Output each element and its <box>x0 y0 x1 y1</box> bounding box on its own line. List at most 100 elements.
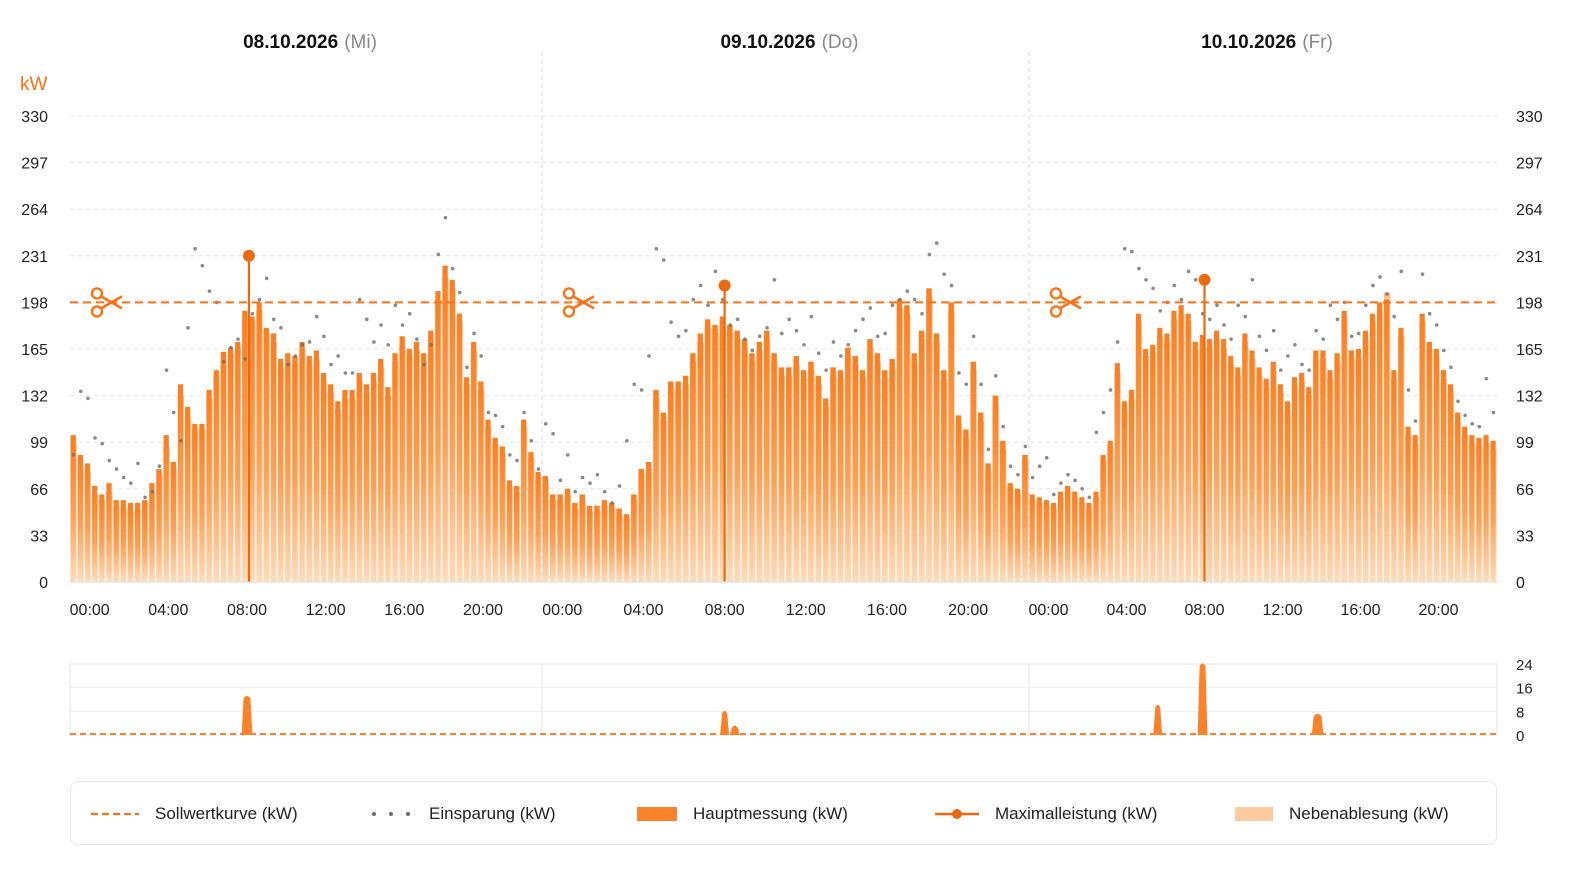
einsparung-point <box>772 278 777 282</box>
einsparung-point <box>429 342 433 347</box>
y-tick-label-left: 231 <box>21 249 48 266</box>
hauptmessung-bar <box>285 353 291 582</box>
day-weekday: (Do) <box>822 32 859 53</box>
hauptmessung-series <box>70 265 1496 582</box>
hauptmessung-bar <box>727 324 733 582</box>
einsparung-point <box>691 297 696 302</box>
legend-item-maximalleistung[interactable]: Maximalleistung (kW) <box>935 782 1157 846</box>
einsparung-point <box>1427 311 1432 316</box>
einsparung-point <box>314 314 319 319</box>
hauptmessung-bar <box>513 485 520 582</box>
hauptmessung-bar <box>712 324 718 582</box>
y-tick-label-right: 0 <box>1516 575 1525 592</box>
x-tick-label: 00:00 <box>1028 602 1068 619</box>
einsparung-point <box>293 354 298 358</box>
einsparung-point <box>1080 487 1084 491</box>
legend-item-sollwertkurve[interactable]: Sollwertkurve (kW) <box>91 782 298 846</box>
hauptmessung-bar <box>977 412 984 582</box>
day-weekday: (Mi) <box>344 32 377 53</box>
line-with-dot-icon <box>935 809 979 819</box>
einsparung-point <box>809 314 814 319</box>
einsparung-point <box>1335 317 1340 322</box>
hauptmessung-bar <box>749 353 755 582</box>
hauptmessung-bar <box>1469 435 1475 582</box>
einsparung-point <box>479 354 484 358</box>
einsparung-point <box>415 337 419 341</box>
hauptmessung-bar <box>1029 494 1035 582</box>
einsparung-point <box>1491 410 1496 415</box>
x-tick-label: 16:00 <box>1340 602 1380 619</box>
hauptmessung-bar <box>363 384 370 582</box>
hauptmessung-bar <box>356 373 362 582</box>
hauptmessung-bar <box>1164 333 1170 582</box>
einsparung-point <box>1300 362 1304 367</box>
hauptmessung-bar <box>1221 339 1227 582</box>
hauptmessung-bar <box>904 305 910 582</box>
legend-item-nebenablesung[interactable]: Nebenablesung (kW) <box>1235 782 1449 846</box>
day-date: 08.10.2026 <box>243 32 338 53</box>
einsparung-point <box>1328 303 1333 308</box>
einsparung-point <box>1456 399 1460 404</box>
legend: Sollwertkurve (kW) Einsparung (kW) Haupt… <box>70 781 1497 845</box>
einsparung-point <box>617 484 622 488</box>
unit-label: kW <box>20 74 48 95</box>
einsparung-point <box>1406 388 1411 392</box>
einsparung-point <box>457 290 462 295</box>
hauptmessung-bar <box>1369 313 1376 582</box>
einsparung-point <box>1314 328 1318 333</box>
y-tick-label-left: 330 <box>21 109 48 126</box>
axes: kW 0 0 33 33 66 66 99 99 132 132 165 165 198 198 231 231… <box>20 32 1543 619</box>
einsparung-point <box>1477 424 1482 429</box>
hauptmessung-bar <box>1462 426 1468 582</box>
legend-label: Sollwertkurve (kW) <box>155 804 298 823</box>
dashed-line-icon <box>91 812 139 816</box>
einsparung-point <box>171 410 176 415</box>
hauptmessung-bar <box>616 508 622 582</box>
hauptmessung-bar <box>601 500 608 582</box>
einsparung-point <box>407 311 412 316</box>
einsparung-point <box>1271 328 1276 333</box>
einsparung-point <box>647 354 651 358</box>
maximalleistung-point <box>242 249 255 262</box>
einsparung-point <box>336 354 340 358</box>
x-tick-label: 00:00 <box>70 602 110 619</box>
y-tick-label-left: 66 <box>30 482 48 499</box>
einsparung-point <box>957 371 961 375</box>
einsparung-point <box>436 252 441 257</box>
einsparung-point <box>588 481 592 485</box>
hauptmessung-bar <box>1320 350 1326 582</box>
einsparung-point <box>1229 337 1233 341</box>
einsparung-point <box>121 475 126 480</box>
legend-item-einsparung[interactable]: Einsparung (kW) <box>371 782 556 846</box>
legend-item-hauptmessung[interactable]: Hauptmessung (kW) <box>637 782 848 846</box>
hauptmessung-bar <box>911 353 918 582</box>
einsparung-point <box>450 266 455 271</box>
einsparung-point <box>632 382 637 387</box>
einsparung-point <box>1413 419 1418 423</box>
hauptmessung-bar <box>948 302 954 582</box>
hauptmessung-bar <box>741 339 748 582</box>
hauptmessung-bar <box>77 454 84 582</box>
einsparung-point <box>706 303 710 308</box>
hauptmessung-bar <box>70 435 76 582</box>
x-tick-label: 12:00 <box>306 602 346 619</box>
hauptmessung-bar <box>385 387 391 582</box>
einsparung-point <box>669 320 673 324</box>
hauptmessung-bar <box>594 505 600 582</box>
y-tick-label-left: 132 <box>21 389 48 406</box>
hauptmessung-bar <box>756 341 763 582</box>
einsparung-point <box>1236 303 1240 308</box>
einsparung-point <box>1293 342 1297 347</box>
maximalleistung-point <box>718 279 731 292</box>
hauptmessung-bar <box>1440 370 1447 582</box>
einsparung-point <box>912 297 917 302</box>
einsparung-point <box>329 362 333 367</box>
hauptmessung-bar <box>1014 488 1021 582</box>
hauptmessung-bar <box>421 353 427 582</box>
einsparung-point <box>1037 464 1042 469</box>
hauptmessung-bar <box>249 316 255 582</box>
hauptmessung-bar <box>1050 502 1057 582</box>
einsparung-point <box>307 340 312 344</box>
hauptmessung-bar <box>328 384 334 582</box>
hauptmessung-bar <box>463 377 470 582</box>
